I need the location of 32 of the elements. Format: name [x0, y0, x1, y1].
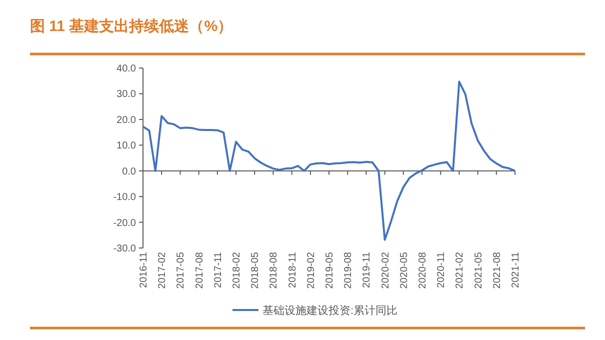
- x-tick-label: 2019-02: [306, 252, 317, 289]
- x-tick-label: 2020-08: [418, 252, 428, 289]
- y-tick-label: 20.0: [116, 114, 136, 126]
- y-tick-label: -20.0: [113, 218, 136, 229]
- chart-title: 图 11 基建支出持续低迷（%）: [30, 18, 233, 35]
- x-tick-label: 2018-05: [250, 252, 262, 289]
- y-tick-label: 10.0: [116, 140, 136, 152]
- y-tick-label: 30.0: [116, 89, 136, 100]
- x-tick-label: 2018-02: [232, 252, 242, 289]
- y-tick-label: 0.0: [122, 166, 136, 178]
- x-tick-label: 2017-08: [194, 252, 206, 289]
- x-tick-label: 2017-02: [157, 252, 168, 289]
- x-tick-label: 2019-11: [362, 252, 373, 288]
- legend-label: 基础设施建设投资:累计同比: [262, 304, 398, 317]
- line-series: [142, 80, 516, 241]
- x-tick-label: 2017-05: [176, 252, 187, 289]
- x-tick-label: 2021-05: [473, 252, 484, 289]
- y-tick-label: -10.0: [113, 192, 136, 204]
- y-tick-label: -30.0: [113, 244, 136, 254]
- x-tick-label: 2018-08: [268, 252, 280, 289]
- x-tick-label: 2021-02: [454, 252, 466, 289]
- x-tick-label: 2019-05: [324, 252, 336, 289]
- x-tick-label: 2017-11: [212, 252, 224, 288]
- x-tick-label: 2021-08: [492, 252, 503, 289]
- x-tick-label: 2020-02: [380, 252, 392, 289]
- x-tick-label: 2020-05: [398, 252, 410, 289]
- x-tick-label: 2016-11: [138, 252, 150, 288]
- y-tick-label: 40.0: [116, 64, 136, 74]
- x-tick-label: 2021-11: [510, 252, 522, 288]
- x-tick-label: 2020-11: [436, 252, 448, 288]
- x-tick-label: 2018-11: [287, 252, 298, 288]
- x-tick-label: 2019-08: [343, 252, 354, 289]
